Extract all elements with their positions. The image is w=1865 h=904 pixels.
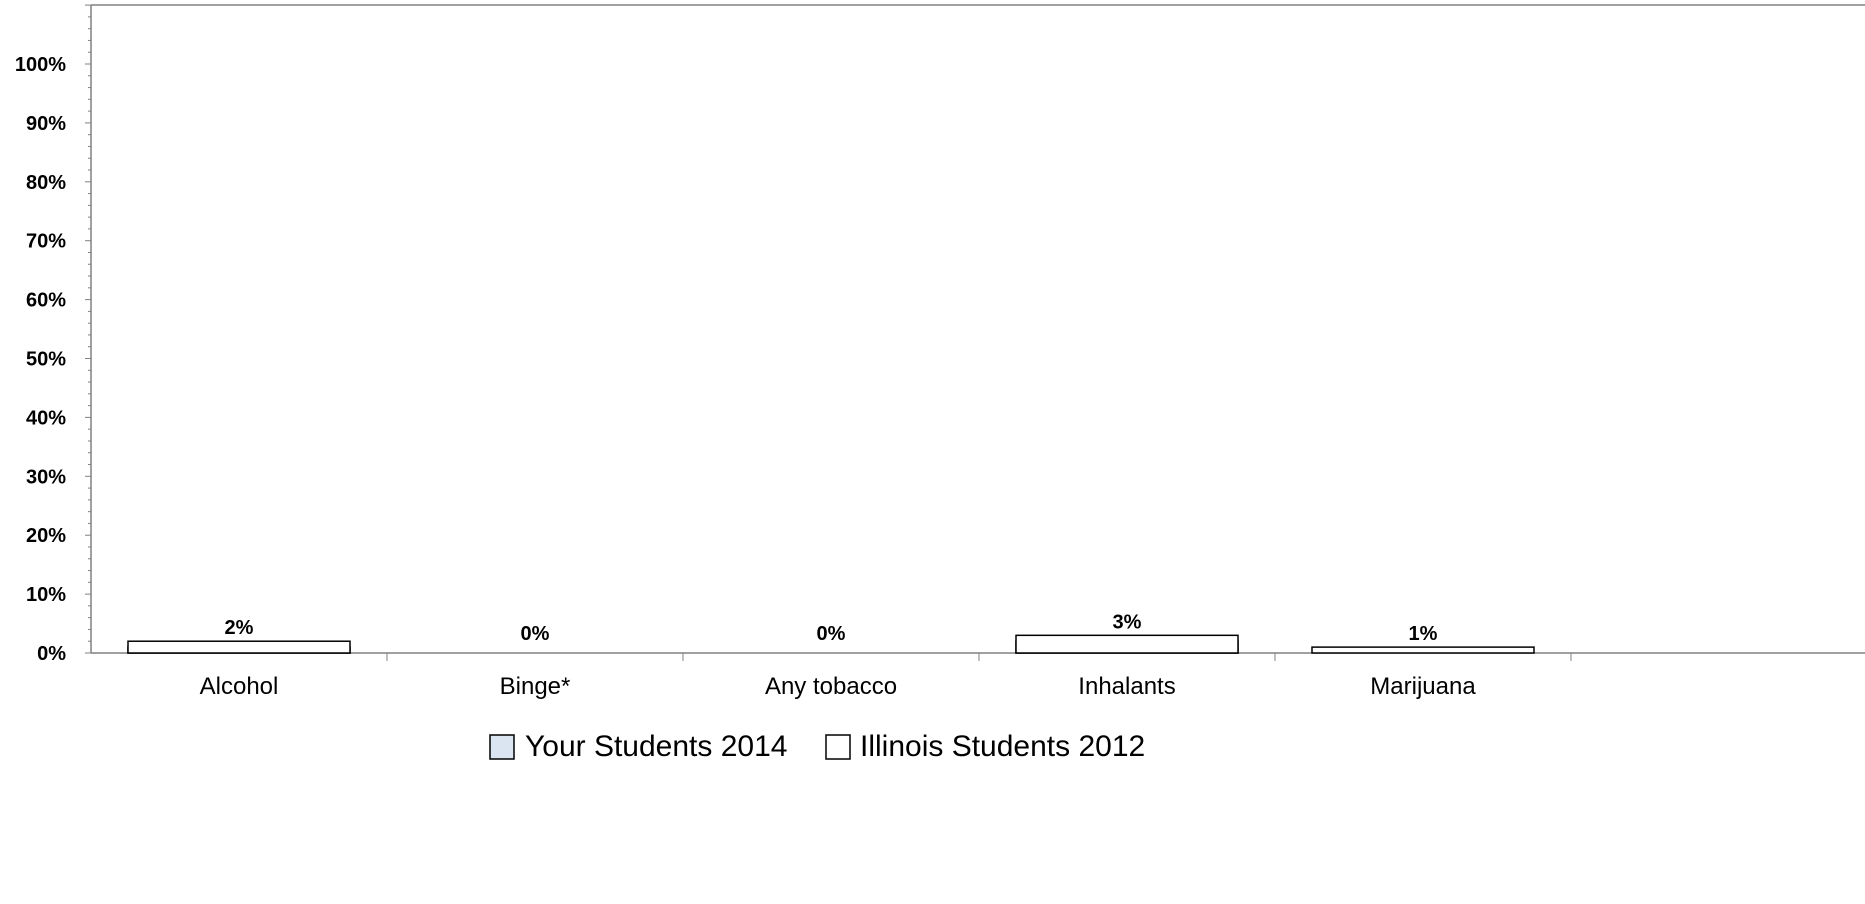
legend-label-illinois-students-2012: Illinois Students 2012 bbox=[860, 730, 1145, 763]
x-tick-label: Marijuana bbox=[1370, 673, 1476, 700]
legend: Your Students 2014 Illinois Students 201… bbox=[489, 730, 1145, 763]
y-tick-label: 40% bbox=[26, 407, 66, 429]
bars-group bbox=[127, 634, 1535, 654]
bar-illinois-students-2012 bbox=[1015, 634, 1239, 654]
y-tick-label: 20% bbox=[26, 525, 66, 547]
data-label: 3% bbox=[1113, 611, 1142, 633]
data-label: 2% bbox=[225, 617, 254, 639]
x-axis-ticks: Alcohol Binge* Any tobacco Inhalants Marijua… bbox=[200, 673, 1477, 700]
bar-illinois-students-2012 bbox=[1311, 646, 1535, 654]
legend-swatch-illinois-students-2012 bbox=[825, 734, 851, 760]
y-axis-ticks: 0% 10% 20% 30% 40% 50% 60% 70% 80% 90% 100% bbox=[15, 54, 66, 665]
x-tick-label: Alcohol bbox=[200, 673, 279, 700]
legend-label-your-students-2014: Your Students 2014 bbox=[525, 730, 787, 763]
y-tick-label: 90% bbox=[26, 113, 66, 135]
y-tick-label: 60% bbox=[26, 290, 66, 312]
data-labels: 2% 0% 0% 3% 1% bbox=[225, 611, 1438, 645]
x-tick-label: Binge* bbox=[500, 673, 571, 700]
data-label: 0% bbox=[521, 623, 550, 645]
chart-axes bbox=[85, 4, 1865, 661]
y-tick-label: 100% bbox=[15, 54, 66, 76]
y-tick-label: 80% bbox=[26, 172, 66, 194]
legend-swatch-your-students-2014 bbox=[489, 734, 515, 760]
x-tick-label: Inhalants bbox=[1078, 673, 1175, 700]
y-tick-label: 0% bbox=[37, 643, 66, 665]
data-label: 0% bbox=[817, 623, 846, 645]
x-tick-label: Any tobacco bbox=[765, 673, 897, 700]
bar-illinois-students-2012 bbox=[127, 640, 351, 654]
y-tick-label: 70% bbox=[26, 231, 66, 253]
y-tick-label: 30% bbox=[26, 466, 66, 488]
y-tick-label: 50% bbox=[26, 349, 66, 371]
data-label: 1% bbox=[1409, 623, 1438, 645]
y-tick-label: 10% bbox=[26, 584, 66, 606]
